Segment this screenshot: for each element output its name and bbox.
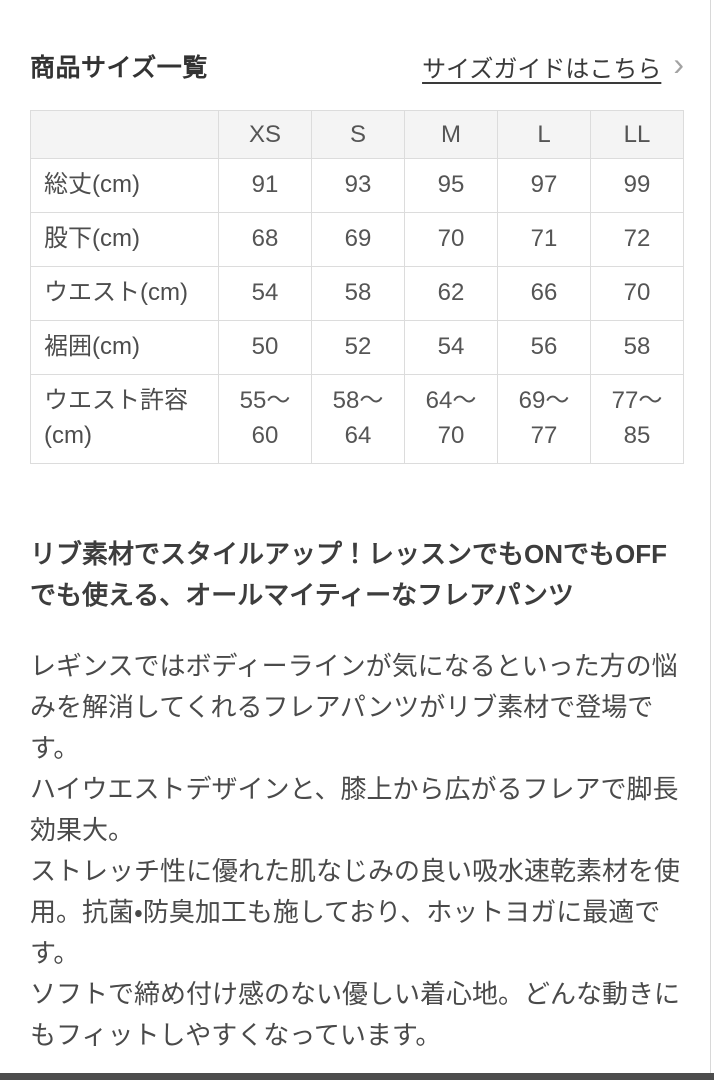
size-value-cell: 50 (218, 320, 312, 375)
row-label: 総丈(cm) (30, 158, 219, 213)
size-value-cell: 52 (311, 320, 405, 375)
size-value-cell: 56 (497, 320, 591, 375)
size-value-cell: 54 (218, 266, 312, 321)
size-value-cell: 71 (497, 212, 591, 267)
size-value-cell: 70 (404, 212, 498, 267)
size-value-cell: 64〜 70 (404, 374, 498, 464)
column-header-ll: LL (590, 110, 684, 159)
table-corner-cell (30, 110, 219, 159)
page-title: 商品サイズ一覧 (30, 54, 208, 82)
size-guide-link-label: サイズガイドはこちら (422, 55, 662, 83)
size-value-cell: 66 (497, 266, 591, 321)
table-header-row: XS S M L LL (30, 110, 684, 159)
section-header: 商品サイズ一覧 サイズガイドはこちら › (30, 48, 684, 84)
size-value-cell: 69〜 77 (497, 374, 591, 464)
size-value-cell: 58 (311, 266, 405, 321)
product-headline: リブ素材でスタイルアップ！レッスンでもONでもOFFでも使える、オールマイティー… (30, 538, 667, 610)
table-row: 総丈(cm) 91 93 95 97 99 (30, 158, 684, 213)
size-value-cell: 97 (497, 158, 591, 213)
size-table: XS S M L LL 総丈(cm) 91 93 95 97 99 股下(cm)… (30, 110, 684, 464)
footer-bar (0, 1073, 714, 1080)
column-header-l: L (497, 110, 591, 159)
row-label: 股下(cm) (30, 212, 219, 267)
page-edge-divider (710, 0, 711, 1080)
table-row: ウエスト許容 (cm) 55〜 60 58〜 64 64〜 70 69〜 77 … (30, 374, 684, 464)
size-value-cell: 55〜 60 (218, 374, 312, 464)
table-row: 股下(cm) 68 69 70 71 72 (30, 212, 684, 267)
size-value-cell: 93 (311, 158, 405, 213)
size-value-cell: 62 (404, 266, 498, 321)
size-value-cell: 70 (590, 266, 684, 321)
column-header-xs: XS (218, 110, 312, 159)
row-label: ウエスト(cm) (30, 266, 219, 321)
table-row: 裾囲(cm) 50 52 54 56 58 (30, 320, 684, 375)
size-value-cell: 54 (404, 320, 498, 375)
row-label: 裾囲(cm) (30, 320, 219, 375)
size-value-cell: 95 (404, 158, 498, 213)
row-label: ウエスト許容 (cm) (30, 374, 219, 464)
product-size-section: 商品サイズ一覧 サイズガイドはこちら › XS S M L LL 総丈(cm) … (30, 48, 684, 1050)
size-value-cell: 58 (590, 320, 684, 375)
size-value-cell: 58〜 64 (311, 374, 405, 464)
table-row: ウエスト(cm) 54 58 62 66 70 (30, 266, 684, 321)
size-value-cell: 72 (590, 212, 684, 267)
column-header-m: M (404, 110, 498, 159)
chevron-right-icon: › (673, 46, 684, 82)
size-value-cell: 69 (311, 212, 405, 267)
product-description: レギンスではボディーラインが気になるといった方の悩みを解消してくれるフレアパンツ… (30, 650, 681, 1050)
size-value-cell: 99 (590, 158, 684, 213)
size-value-cell: 68 (218, 212, 312, 267)
size-value-cell: 77〜 85 (590, 374, 684, 464)
size-guide-link[interactable]: サイズガイドはこちら › (422, 46, 684, 84)
column-header-s: S (311, 110, 405, 159)
size-value-cell: 91 (218, 158, 312, 213)
